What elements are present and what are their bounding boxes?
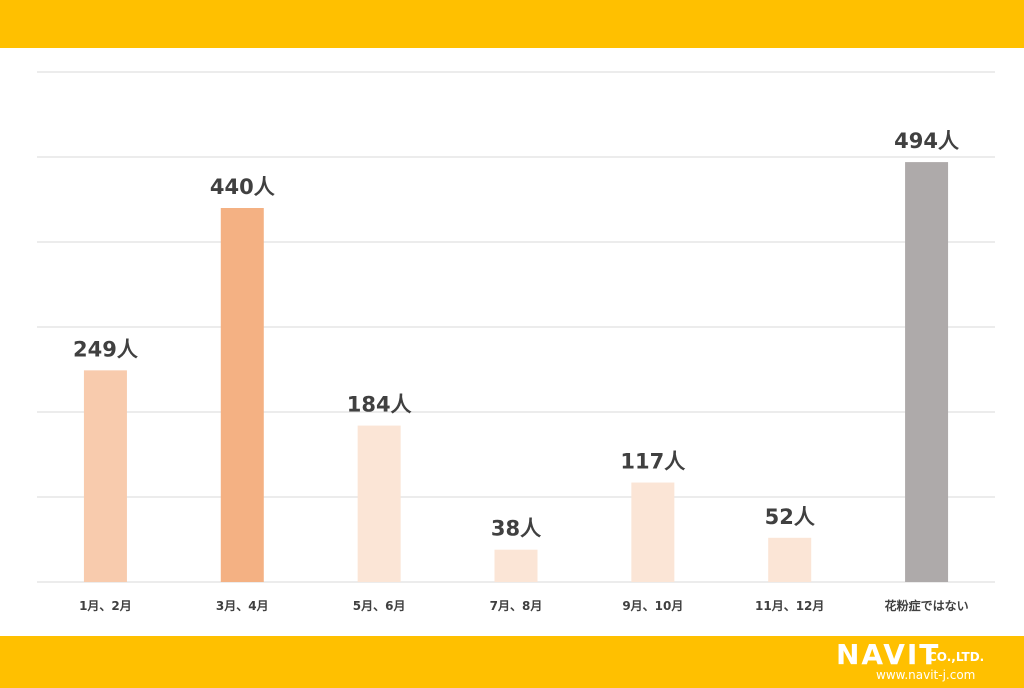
bar — [768, 537, 812, 582]
x-tick-label: 5月、6月 — [353, 599, 406, 613]
logo-url: www.navit-j.com — [876, 668, 976, 682]
bar-value-label: 184人 — [347, 393, 412, 417]
bar-value-label: 52人 — [765, 505, 815, 529]
x-tick-label: 3月、4月 — [216, 599, 269, 613]
logo-suffix: CO.,LTD. — [928, 650, 985, 664]
bar — [220, 208, 264, 582]
x-tick-label: 花粉症ではない — [885, 598, 969, 613]
top-band — [0, 0, 1024, 48]
bar — [631, 482, 675, 582]
bar — [357, 425, 401, 582]
bar-value-label: 440人 — [210, 175, 275, 199]
company-logo: NAVIT CO.,LTD. www.navit-j.com — [836, 640, 1016, 684]
bar-value-label: 117人 — [620, 450, 685, 474]
bar-value-label: 38人 — [491, 517, 541, 541]
bar — [83, 370, 127, 582]
logo-brand: NAVIT — [836, 638, 941, 671]
bar-value-label: 494人 — [894, 129, 959, 153]
bar — [905, 162, 949, 582]
bar-value-label: 249人 — [73, 337, 138, 361]
x-tick-label: 7月、8月 — [490, 599, 543, 613]
bottom-band — [0, 636, 1024, 688]
x-tick-label: 11月、12月 — [755, 599, 824, 613]
bar — [494, 549, 538, 582]
x-tick-label: 1月、2月 — [79, 599, 132, 613]
x-tick-label: 9月、10月 — [622, 599, 683, 613]
